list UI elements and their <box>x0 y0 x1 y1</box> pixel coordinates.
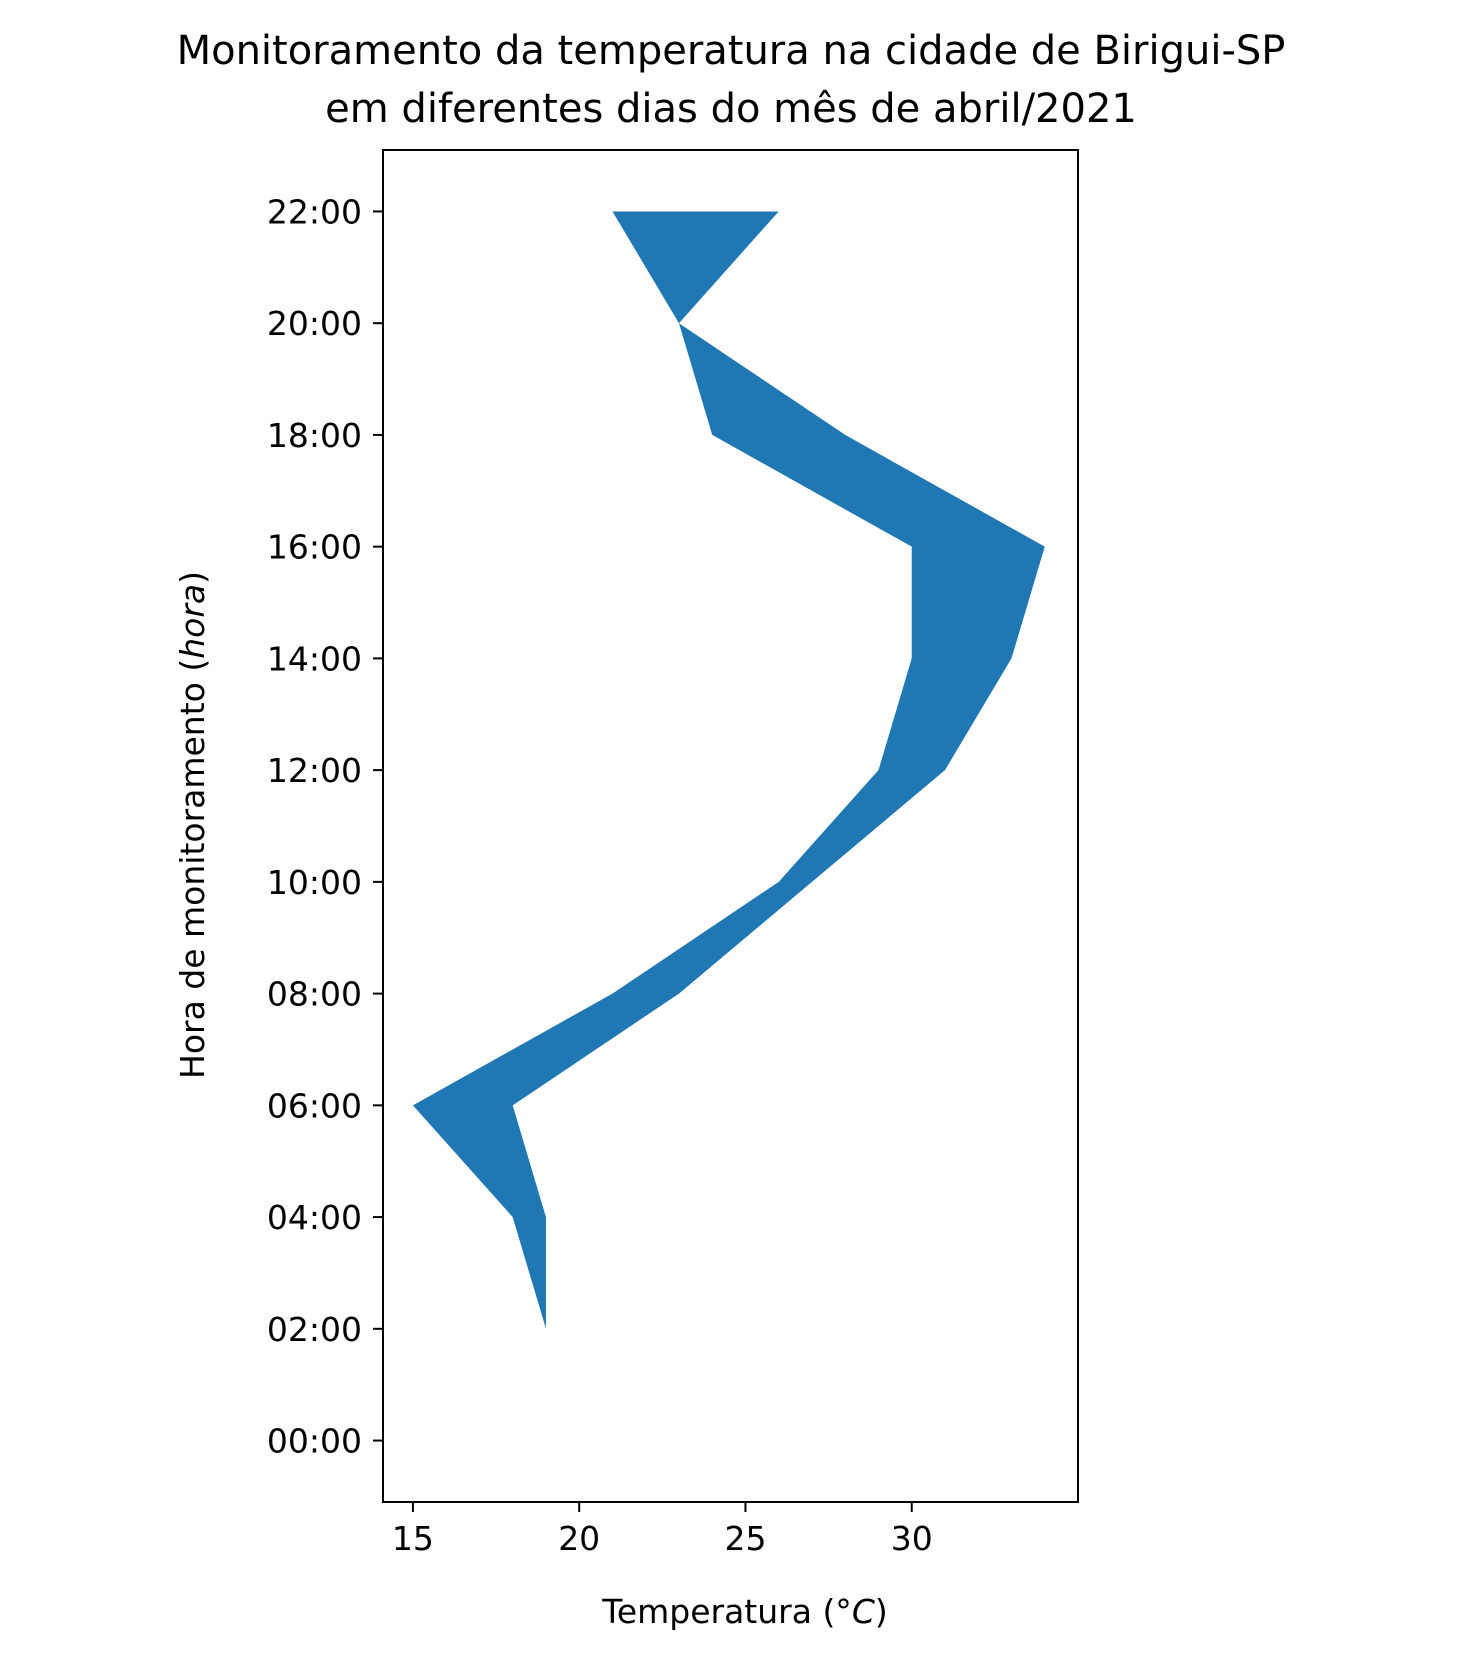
y-tick-label: 02:00 <box>267 1310 362 1349</box>
x-tick-label: 30 <box>891 1519 933 1558</box>
x-axis-label: Temperatura (°C) <box>601 1592 887 1631</box>
y-tick-label: 22:00 <box>267 192 362 231</box>
y-tick-label: 08:00 <box>267 975 362 1014</box>
chart-title: Monitoramento da temperatura na cidade d… <box>177 28 1286 74</box>
temperature-range-area <box>412 211 1045 1329</box>
chart-subtitle: em diferentes dias do mês de abril/2021 <box>325 86 1137 132</box>
y-tick-label: 18:00 <box>267 416 362 455</box>
x-tick-label: 20 <box>558 1519 600 1558</box>
y-tick-label: 16:00 <box>267 528 362 567</box>
y-tick-label: 06:00 <box>267 1086 362 1125</box>
y-tick-label: 12:00 <box>267 751 362 790</box>
y-tick-label: 20:00 <box>267 304 362 343</box>
y-axis: 00:00 02:00 04:00 06:00 08:00 10:00 12:00 14:00… <box>267 192 383 1461</box>
y-tick-label: 04:00 <box>267 1198 362 1237</box>
y-tick-label: 00:00 <box>267 1422 362 1461</box>
y-axis-label: Hora de monitoramento (hora) <box>173 571 212 1079</box>
y-tick-label: 14:00 <box>267 639 362 678</box>
plot-frame <box>382 149 1079 1503</box>
y-tick-label: 10:00 <box>267 863 362 902</box>
x-axis: 15 20 25 30 <box>392 1502 933 1558</box>
x-tick-label: 15 <box>392 1519 434 1558</box>
plot-area <box>382 149 1079 1503</box>
x-tick-label: 25 <box>724 1519 766 1558</box>
